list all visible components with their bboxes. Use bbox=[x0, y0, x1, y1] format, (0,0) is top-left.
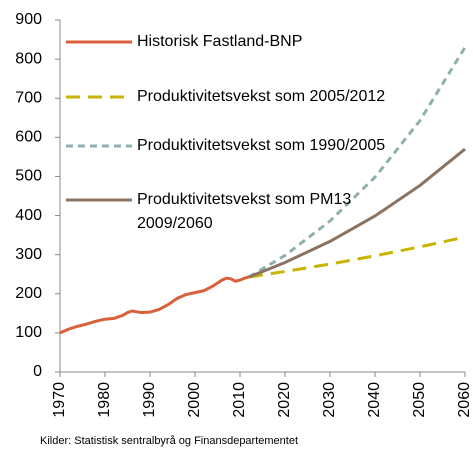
y-tick-label: 300 bbox=[15, 246, 42, 263]
y-tick-label: 100 bbox=[15, 324, 42, 341]
legend-label: Produktivitetsvekst som PM13 2009/2060 bbox=[137, 191, 351, 232]
series-line bbox=[248, 46, 467, 279]
y-tick-label: 400 bbox=[15, 207, 42, 224]
x-tick-label: 2060 bbox=[456, 382, 473, 418]
y-tick-label: 600 bbox=[15, 129, 42, 146]
x-tick-label: 2020 bbox=[276, 382, 293, 418]
y-tick-label: 500 bbox=[15, 168, 42, 185]
source-note: Kilder: Statistisk sentralbyrå og Finans… bbox=[40, 435, 298, 447]
series-line bbox=[248, 235, 466, 279]
legend-label: Historisk Fastland-BNP bbox=[137, 33, 302, 50]
x-tick-label: 1970 bbox=[51, 382, 68, 418]
x-tick-label: 2050 bbox=[411, 382, 428, 418]
x-tick-label: 1980 bbox=[96, 382, 113, 418]
y-tick-label: 800 bbox=[15, 50, 42, 67]
y-tick-label: 200 bbox=[15, 285, 42, 302]
x-tick-label: 1990 bbox=[141, 382, 158, 418]
x-tick-label: 2000 bbox=[186, 382, 203, 418]
x-tick-label: 2040 bbox=[366, 382, 383, 418]
series-line bbox=[248, 147, 466, 279]
x-tick-label: 2030 bbox=[321, 382, 338, 418]
series-line bbox=[59, 275, 250, 335]
legend-label: Produktivitetsvekst som 1990/2005 bbox=[137, 137, 385, 154]
x-tick-label: 2010 bbox=[231, 382, 248, 418]
legend-label: Produktivitetsvekst som 2005/2012 bbox=[137, 88, 385, 105]
y-tick-label: 900 bbox=[15, 11, 42, 28]
y-tick-label: 0 bbox=[33, 363, 42, 380]
y-tick-label: 700 bbox=[15, 89, 42, 106]
